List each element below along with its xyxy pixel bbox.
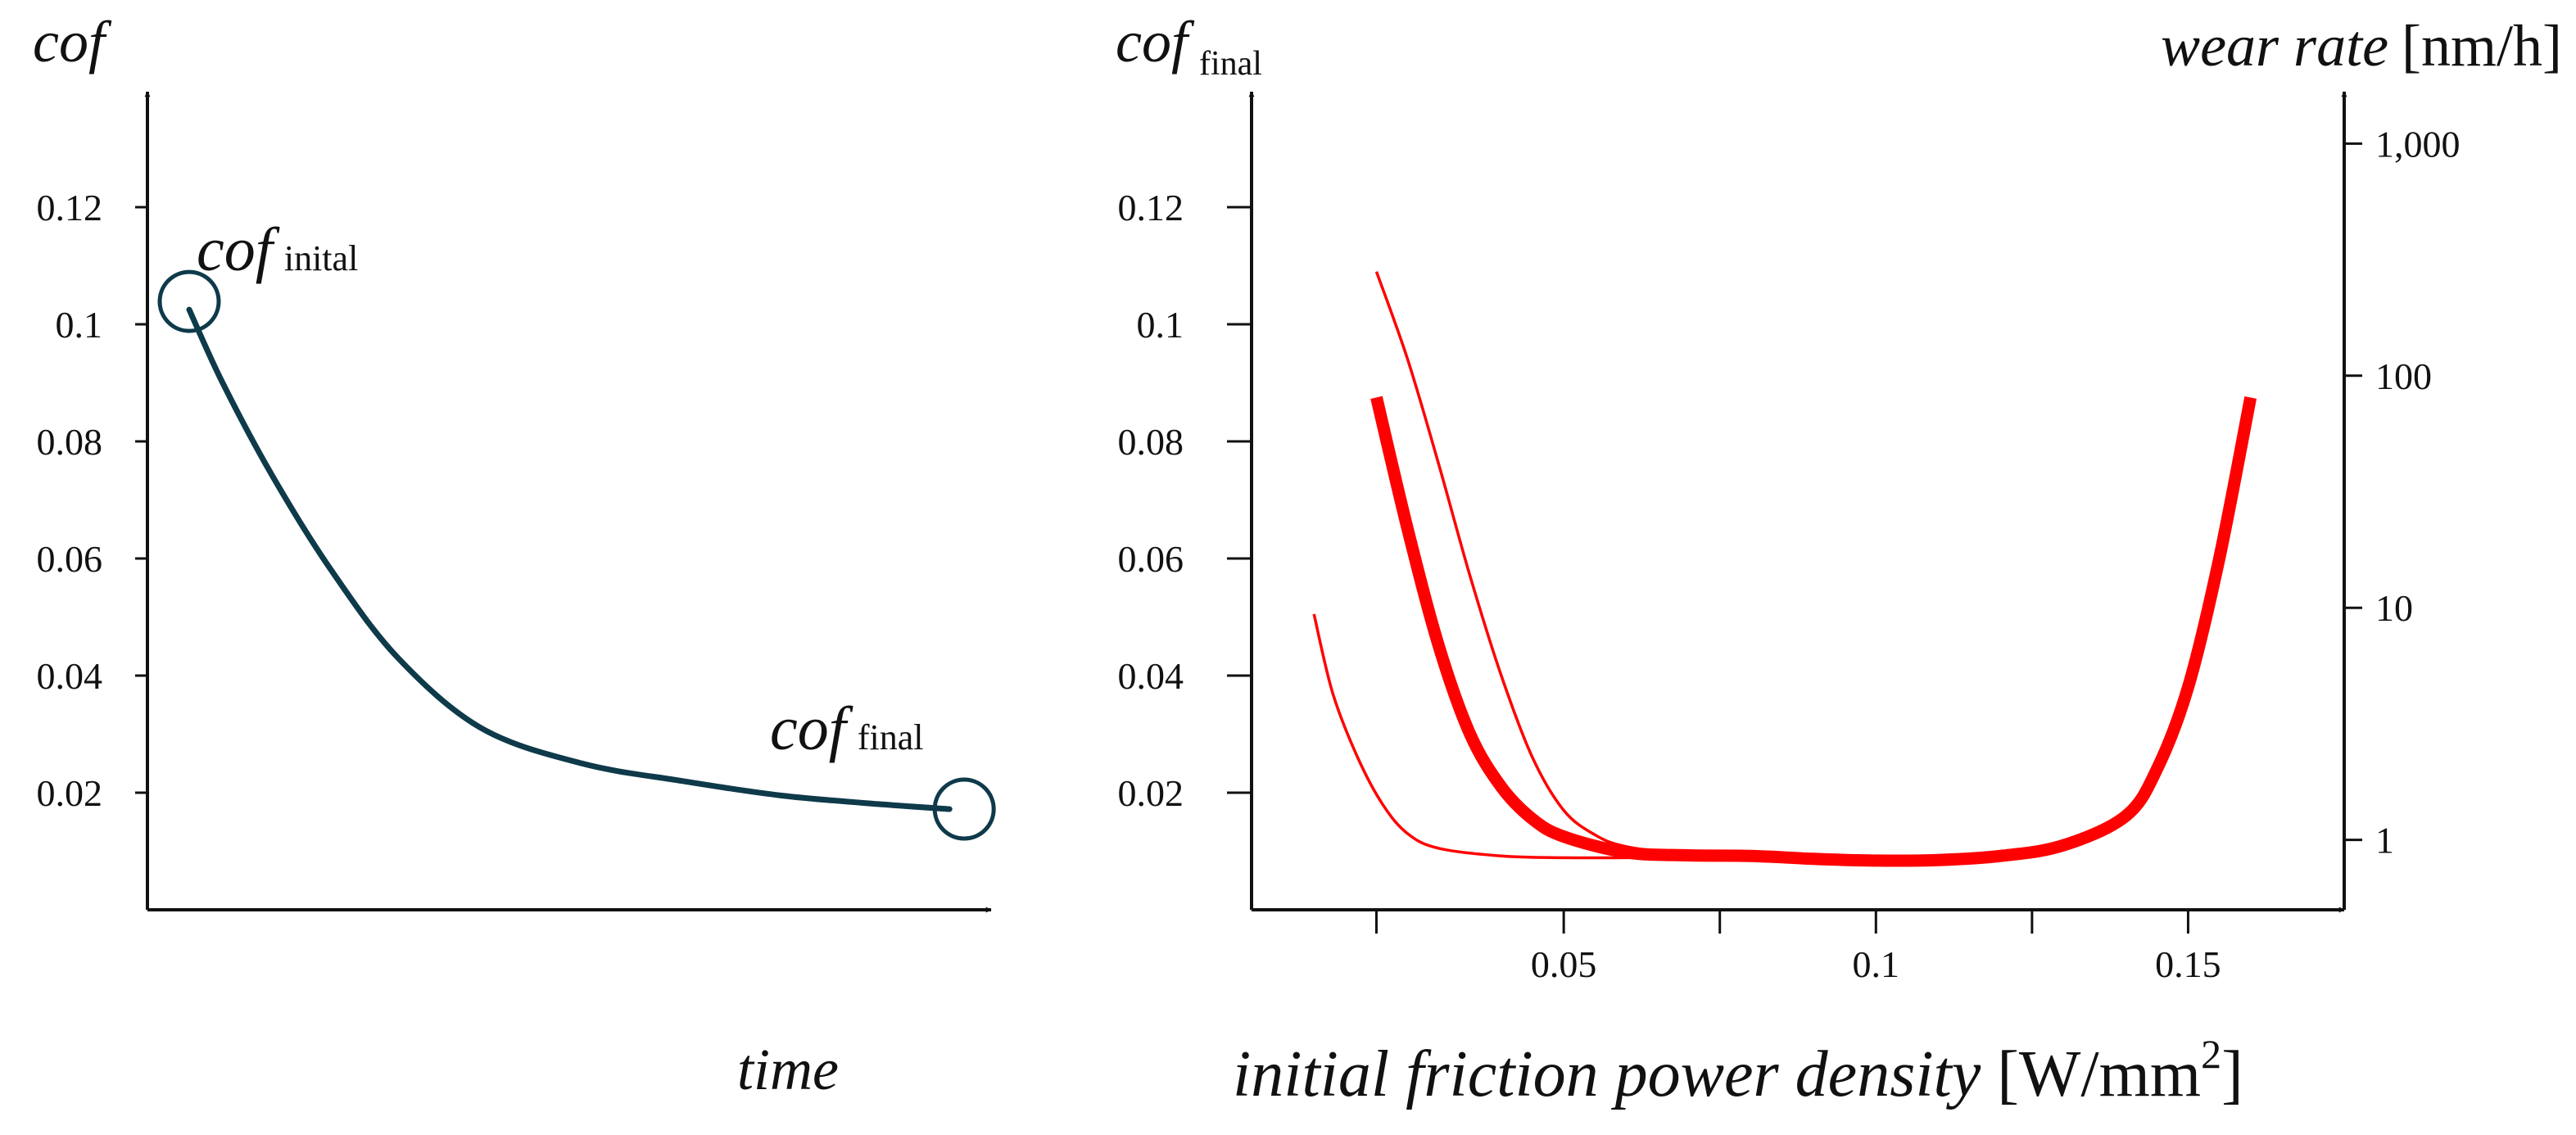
- left-y-tick-label: 0.02: [37, 772, 103, 814]
- left-y-axis-label: cof: [33, 9, 112, 75]
- right-y2-tick-label: 1: [2375, 820, 2394, 861]
- cof-final-label: cof final: [770, 694, 924, 763]
- left-y-tick-label: 0.04: [37, 655, 103, 697]
- right-x-axis-label: initial friction power density [W/mm2]: [1233, 1031, 2243, 1110]
- right-y-ticks: 0.02 0.04 0.06 0.08 0.1 0.12: [1118, 187, 1252, 814]
- left-x-axis-label: time: [737, 1037, 839, 1102]
- right-x-tick-label: 0.1: [1853, 943, 1900, 985]
- cof-initial-label: cof inital: [197, 215, 358, 284]
- right-chart: cof final wear rate [nm/h] initial frictio…: [1116, 9, 2562, 1110]
- right-y2-tick-label: 100: [2375, 355, 2432, 397]
- right-y-tick-label: 0.12: [1118, 187, 1184, 228]
- left-y-ticks: 0.02 0.04 0.06 0.08 0.1 0.12: [37, 187, 147, 814]
- right-x-tick-label: 0.15: [2155, 943, 2221, 985]
- right-y2-ticks: 1 10 100 1,000: [2344, 123, 2461, 861]
- left-y-tick-label: 0.12: [37, 187, 103, 228]
- series-line-thin-upper: [1374, 271, 1814, 859]
- left-y-tick-label: 0.1: [56, 304, 103, 346]
- right-y2-axis-label: wear rate [nm/h]: [2161, 13, 2562, 79]
- right-x-tick-label: 0.05: [1531, 943, 1597, 985]
- right-y2-tick-label: 1,000: [2375, 123, 2461, 165]
- cof-initial-marker: [157, 269, 221, 333]
- left-y-tick-label: 0.06: [37, 538, 103, 580]
- right-y-tick-label: 0.08: [1118, 421, 1184, 463]
- right-series-group: [1312, 271, 2257, 867]
- left-chart: cof time 0.02 0.04 0.06 0.08 0.1 0.12 cof init…: [33, 9, 996, 1102]
- series-line-thick: [1370, 396, 2257, 867]
- right-y-tick-label: 0.04: [1118, 655, 1184, 697]
- right-y-tick-label: 0.1: [1137, 304, 1184, 346]
- left-y-tick-label: 0.08: [37, 421, 103, 463]
- series-line-thin-lower: [1312, 613, 1689, 860]
- right-y-axis-label: cof final: [1116, 9, 1262, 83]
- cof-final-marker: [932, 777, 996, 841]
- right-y-tick-label: 0.02: [1118, 772, 1184, 814]
- right-y-tick-label: 0.06: [1118, 538, 1184, 580]
- right-x-ticks: 0.05 0.1 0.15: [1374, 910, 2221, 985]
- right-y2-tick-label: 10: [2375, 587, 2413, 629]
- left-cof-curve: [186, 306, 953, 812]
